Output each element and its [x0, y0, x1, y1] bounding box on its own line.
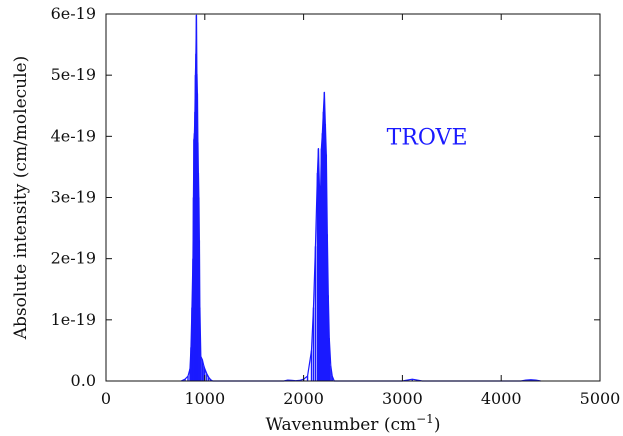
x-tick-label: 4000: [481, 389, 522, 408]
y-tick-label: 4e-19: [51, 126, 96, 145]
x-axis-label-suffix: ): [434, 415, 441, 435]
y-tick-label: 5e-19: [51, 65, 96, 84]
x-axis-label-superscript: −1: [416, 412, 434, 426]
annotation-label: TROVE: [387, 125, 468, 150]
spectrum-layer: [180, 14, 541, 382]
ticks-layer: 0 1000 2000 3000 4000 5000 0.0 1e-19 2e-19 3e-19 4…: [51, 4, 621, 408]
axes-layer: [105, 13, 601, 382]
x-tick-label: 1000: [184, 389, 225, 408]
x-axis-label-main: Wavenumber (cm: [266, 415, 417, 435]
x-tick-label: 0: [101, 389, 111, 408]
labels-layer: Absolute intensity (cm/molecule) Wavenum…: [11, 56, 468, 435]
y-tick-label: 3e-19: [51, 188, 96, 207]
y-tick-label: 6e-19: [51, 4, 96, 23]
x-tick-label: 2000: [283, 389, 324, 408]
x-tick-label: 5000: [580, 389, 621, 408]
y-tick-label: 2e-19: [51, 249, 96, 268]
y-tick-label: 1e-19: [51, 310, 96, 329]
y-axis-label: Absolute intensity (cm/molecule): [11, 56, 31, 340]
plot-frame: [105, 13, 601, 382]
y-tick-label: 0.0: [71, 371, 96, 390]
spectrum-outline: [180, 14, 541, 382]
x-axis-label: Wavenumber (cm−1): [266, 412, 441, 435]
x-tick-label: 3000: [382, 389, 423, 408]
